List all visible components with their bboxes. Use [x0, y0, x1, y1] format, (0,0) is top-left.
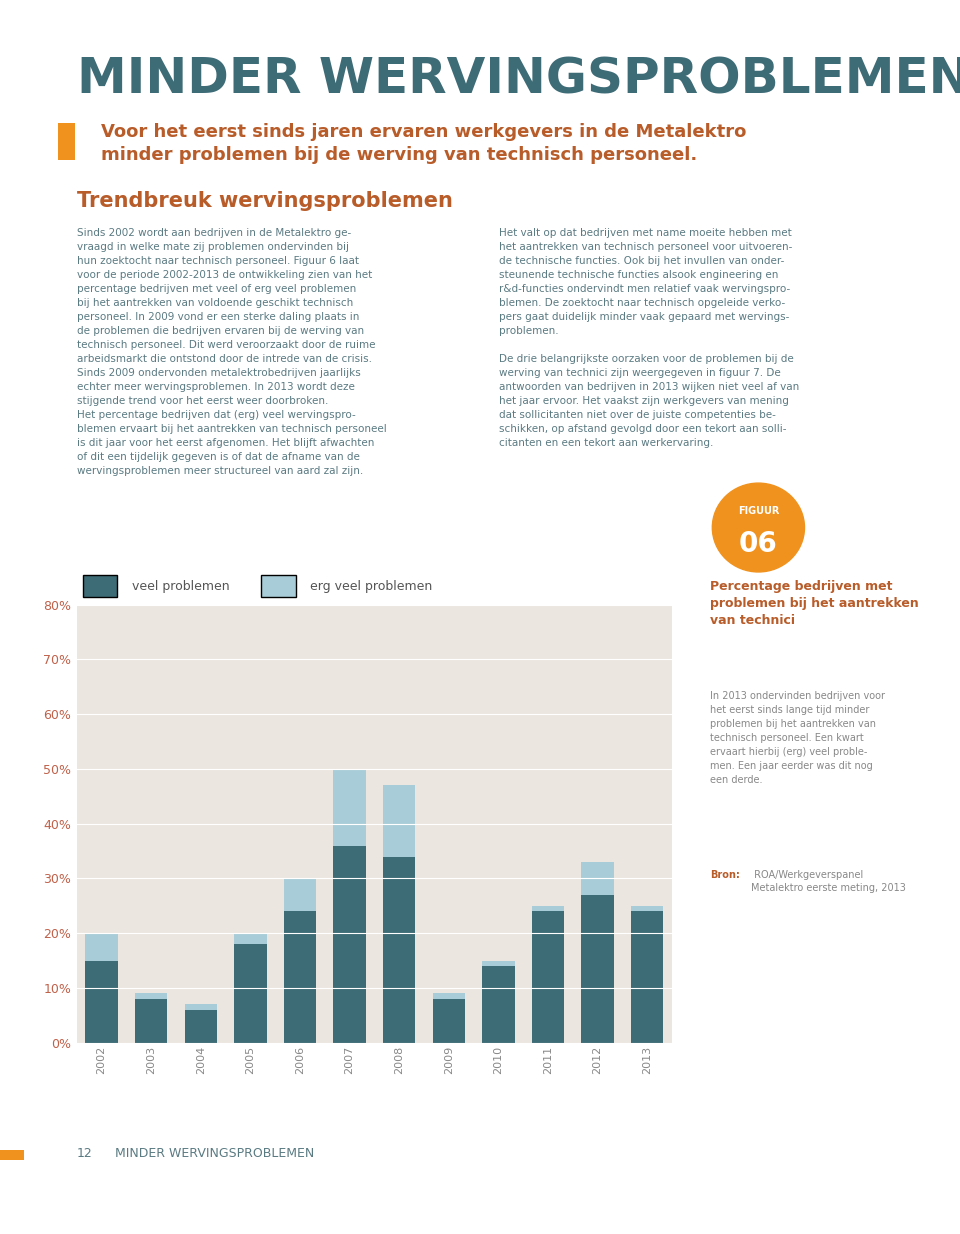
Text: minder problemen bij de werving van technisch personeel.: minder problemen bij de werving van tech…: [101, 146, 697, 164]
Bar: [383, 856, 416, 1043]
Bar: [284, 879, 316, 911]
Text: MINDER WERVINGSPROBLEMEN: MINDER WERVINGSPROBLEMEN: [115, 1148, 315, 1160]
Bar: [433, 993, 465, 1000]
Bar: [234, 944, 267, 1043]
Bar: [85, 933, 118, 960]
Bar: [532, 911, 564, 1043]
Text: Sinds 2002 wordt aan bedrijven in de Metalektro ge-
vraagd in welke mate zij pro: Sinds 2002 wordt aan bedrijven in de Met…: [77, 228, 387, 476]
Text: Bron:: Bron:: [710, 870, 740, 880]
Text: erg veel problemen: erg veel problemen: [310, 580, 432, 592]
Bar: [135, 1000, 167, 1043]
Text: MINDER WERVINGSPROBLEMEN: MINDER WERVINGSPROBLEMEN: [77, 56, 960, 104]
Bar: [234, 933, 267, 944]
Bar: [184, 1004, 217, 1009]
Bar: [184, 1009, 217, 1043]
FancyBboxPatch shape: [83, 575, 117, 597]
FancyBboxPatch shape: [261, 575, 296, 597]
Bar: [333, 845, 366, 1043]
Bar: [532, 906, 564, 911]
Bar: [582, 895, 613, 1043]
Text: 12: 12: [77, 1148, 92, 1160]
Text: veel problemen: veel problemen: [132, 580, 229, 592]
Bar: [85, 960, 118, 1043]
Bar: [135, 993, 167, 1000]
Text: Percentage bedrijven met
problemen bij het aantrekken
van technici: Percentage bedrijven met problemen bij h…: [710, 580, 919, 627]
Text: Het valt op dat bedrijven met name moeite hebben met
het aantrekken van technisc: Het valt op dat bedrijven met name moeit…: [499, 228, 800, 448]
Bar: [582, 863, 613, 895]
Circle shape: [712, 482, 804, 573]
Text: In 2013 ondervinden bedrijven voor
het eerst sinds lange tijd minder
problemen b: In 2013 ondervinden bedrijven voor het e…: [710, 691, 885, 785]
Bar: [284, 911, 316, 1043]
Bar: [631, 911, 663, 1043]
Bar: [482, 966, 515, 1043]
Bar: [383, 785, 416, 856]
Text: FIGUUR: FIGUUR: [737, 506, 780, 516]
Text: Trendbreuk wervingsproblemen: Trendbreuk wervingsproblemen: [77, 191, 453, 211]
Text: 06: 06: [739, 531, 778, 558]
Text: Voor het eerst sinds jaren ervaren werkgevers in de Metalektro: Voor het eerst sinds jaren ervaren werkg…: [101, 123, 746, 142]
Text: ROA/Werkgeverspanel
Metalektro eerste meting, 2013: ROA/Werkgeverspanel Metalektro eerste me…: [751, 870, 905, 893]
Bar: [433, 1000, 465, 1043]
Bar: [333, 769, 366, 845]
Bar: [631, 906, 663, 911]
Bar: [482, 960, 515, 966]
